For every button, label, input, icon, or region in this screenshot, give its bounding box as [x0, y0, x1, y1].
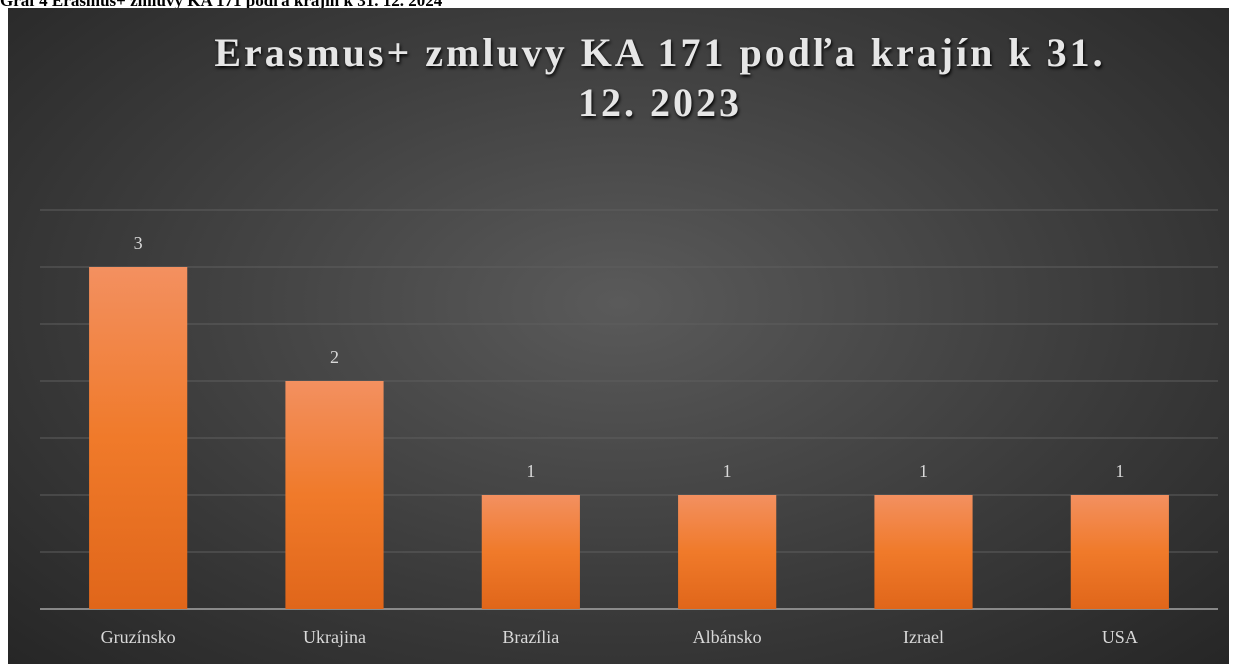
x-tick-label: Albánsko	[693, 627, 762, 647]
bar	[1070, 495, 1169, 609]
chart-title: Erasmus+ zmluvy KA 171 podľa krajín k 31…	[214, 30, 1106, 125]
data-label: 2	[330, 347, 339, 367]
x-tick-label: Ukrajina	[303, 627, 366, 647]
x-tick-label: Gruzínsko	[101, 627, 176, 647]
x-tick-label: Izrael	[903, 627, 944, 647]
data-label: 1	[1115, 461, 1124, 481]
x-tick-label: Brazília	[502, 627, 559, 647]
caption: Graf 4 Erasmus+ zmluvy KA 171 podľa kraj…	[0, 0, 443, 10]
bar	[874, 495, 973, 609]
bar	[285, 381, 384, 609]
bar	[678, 495, 777, 609]
data-label: 3	[134, 233, 143, 253]
bar	[89, 267, 188, 609]
data-label: 1	[723, 461, 732, 481]
data-label: 1	[919, 461, 928, 481]
chart-area	[8, 8, 1229, 664]
bar	[481, 495, 580, 609]
x-tick-label: USA	[1102, 627, 1138, 647]
data-label: 1	[526, 461, 535, 481]
